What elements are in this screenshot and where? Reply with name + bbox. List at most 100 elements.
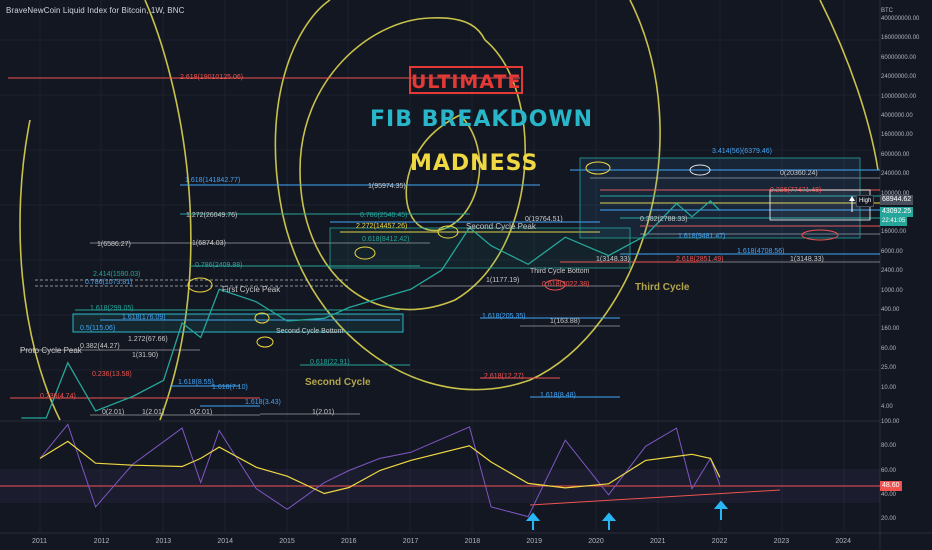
up-arrow-icon-1 xyxy=(525,512,541,530)
price-tick: 6000.00 xyxy=(881,248,903,255)
spiral-right-arc xyxy=(819,0,879,171)
rsi-arrows xyxy=(525,500,729,530)
price-tick: 1000.00 xyxy=(881,287,903,294)
fib-level-label: 1(2.01) xyxy=(142,409,165,416)
highlight-ellipses[interactable] xyxy=(187,161,839,348)
price-tick: 16000.00 xyxy=(881,229,907,236)
cycle-label-third-cycle: Third Cycle xyxy=(635,282,690,293)
price-tick: 10000000.00 xyxy=(881,93,917,100)
rsi-current-badge: 48.60 xyxy=(880,481,902,491)
fib-level-label: 1(163.88) xyxy=(550,318,580,325)
spiral-far-left-arc xyxy=(19,119,61,421)
price-tick: 100000.00 xyxy=(881,190,910,197)
fib-level-label: 0.786(2409.88) xyxy=(195,262,243,269)
fib-level-label: 1.618(3.43) xyxy=(245,399,281,406)
price-line xyxy=(21,200,721,419)
price-tick: 400000000.00 xyxy=(881,16,920,22)
rsi-ma-line xyxy=(39,440,721,495)
fib-level-label: 1.618(141842.77) xyxy=(185,177,241,184)
cycle-label-second-cycle: Second Cycle xyxy=(305,377,371,388)
time-tick-2015: 2015 xyxy=(279,538,295,545)
time-tick-2022: 2022 xyxy=(711,538,728,545)
fib-levels[interactable] xyxy=(8,77,880,416)
overlay-title-ultimate: ULTIMATE xyxy=(409,66,523,94)
fib-level-label: 1.618(176.09) xyxy=(122,314,166,321)
price-tick: 240000.00 xyxy=(881,171,910,178)
rsi-tick: 40.00 xyxy=(881,491,897,498)
cycle-label-proto-peak: Proto Cycle Peak xyxy=(20,346,82,355)
fib-level-label: 1(2.01) xyxy=(312,409,335,416)
price-tick: 10.00 xyxy=(881,384,897,391)
fib-level-label: 2.618(2851.49) xyxy=(676,256,724,263)
price-tick: 60.00 xyxy=(881,345,897,352)
overlay-title-fib-breakdown: FIB BREAKDOWN xyxy=(370,107,594,132)
fib-spiral[interactable] xyxy=(19,0,879,421)
time-tick-2012: 2012 xyxy=(93,538,110,545)
time-tick-2017: 2017 xyxy=(402,538,419,545)
current-price-badge: 68944.62 xyxy=(880,195,914,205)
time-tick-2020: 2020 xyxy=(588,538,604,545)
fib-level-label: 0.618(22.91) xyxy=(310,359,350,366)
price-tick: 400.00 xyxy=(881,307,900,313)
fib-level-label: 0(19764.51) xyxy=(525,216,563,223)
fib-level-label: 3.414(56)(6379.46) xyxy=(712,148,772,155)
fib-level-label: 0(2.01) xyxy=(102,409,125,416)
chart-title[interactable]: BraveNewCoin Liquid Index for Bitcoin, 1… xyxy=(6,6,185,15)
fib-level-label: 1(6874.03) xyxy=(192,240,226,247)
rsi-trend-line xyxy=(529,489,781,506)
up-arrow-icon-3 xyxy=(713,500,729,520)
rsi-tick: 100.00 xyxy=(881,419,900,425)
rsi-tick: 80.00 xyxy=(881,443,897,450)
fib-level-label: 0.382(2788.33) xyxy=(640,216,688,223)
fib-level-label: 1(6586.27) xyxy=(97,241,131,248)
grid-lines xyxy=(0,0,880,533)
bar-countdown: 22:41:05 xyxy=(880,216,908,226)
time-tick-2011: 2011 xyxy=(32,538,48,545)
high-marker xyxy=(849,196,855,212)
cycle-label-second-bottom: Second Cycle Bottom xyxy=(276,328,344,335)
fib-level-label: 1.272(26049.76) xyxy=(186,212,238,219)
high-label: High xyxy=(856,195,875,207)
fib-level-label: 1.618(8.55) xyxy=(178,379,214,386)
price-axis-unit: BTC xyxy=(881,8,893,14)
cycle-label-first-peak: First Cycle Peak xyxy=(222,285,281,294)
up-arrow-icon-2 xyxy=(601,512,617,530)
time-tick-2023: 2023 xyxy=(773,538,790,545)
fib-level-label: 1(1177.19) xyxy=(486,277,520,284)
fib-level-label: 0.382(44.27) xyxy=(80,343,120,350)
time-tick-2014: 2014 xyxy=(217,538,233,545)
price-series[interactable] xyxy=(21,200,721,419)
rsi-indicator[interactable] xyxy=(0,423,880,518)
spiral-outer-arc xyxy=(274,0,661,391)
fib-level-label: 1(3148.33) xyxy=(596,256,630,263)
fib-level-label: 0(20360.24) xyxy=(780,170,818,177)
price-tick: 4.00 xyxy=(881,404,893,410)
price-tick: 600000.00 xyxy=(881,151,910,158)
fib-zone-box-3[interactable] xyxy=(579,157,861,239)
spiral-middle-arc xyxy=(299,17,526,311)
fib-level-label: 0.236(13.58) xyxy=(92,371,132,378)
fib-level-label: 0.786(2540.45) xyxy=(360,212,408,219)
fib-level-label: 1.618(299.05) xyxy=(90,305,134,312)
time-tick-2021: 2021 xyxy=(650,538,666,545)
fib-level-label: 0.618(3022.38) xyxy=(542,281,590,288)
fib-level-label: 0.236(4.74) xyxy=(40,393,76,400)
fib-level-label: 1(95974.35) xyxy=(368,183,406,190)
time-tick-2019: 2019 xyxy=(526,538,542,545)
rsi-line xyxy=(39,423,721,518)
price-tick: 160.00 xyxy=(881,326,900,333)
price-tick: 25.00 xyxy=(881,365,897,372)
spiral-inner-arc xyxy=(405,114,481,232)
fib-level-label: 1(3148.33) xyxy=(790,256,824,263)
fib-zone-box-4[interactable] xyxy=(769,189,871,221)
time-tick-2024: 2024 xyxy=(835,538,851,545)
price-tick: 160000000.00 xyxy=(881,35,920,42)
spiral-left-arc xyxy=(144,0,192,421)
last-price-badge: 43092.25 xyxy=(880,207,914,217)
rsi-tick: 20.00 xyxy=(881,516,897,522)
fib-level-label: 1.272(67.66) xyxy=(128,336,168,343)
fib-level-label: 2.618(19010125.06) xyxy=(180,74,244,81)
time-tick-2018: 2018 xyxy=(464,538,481,545)
